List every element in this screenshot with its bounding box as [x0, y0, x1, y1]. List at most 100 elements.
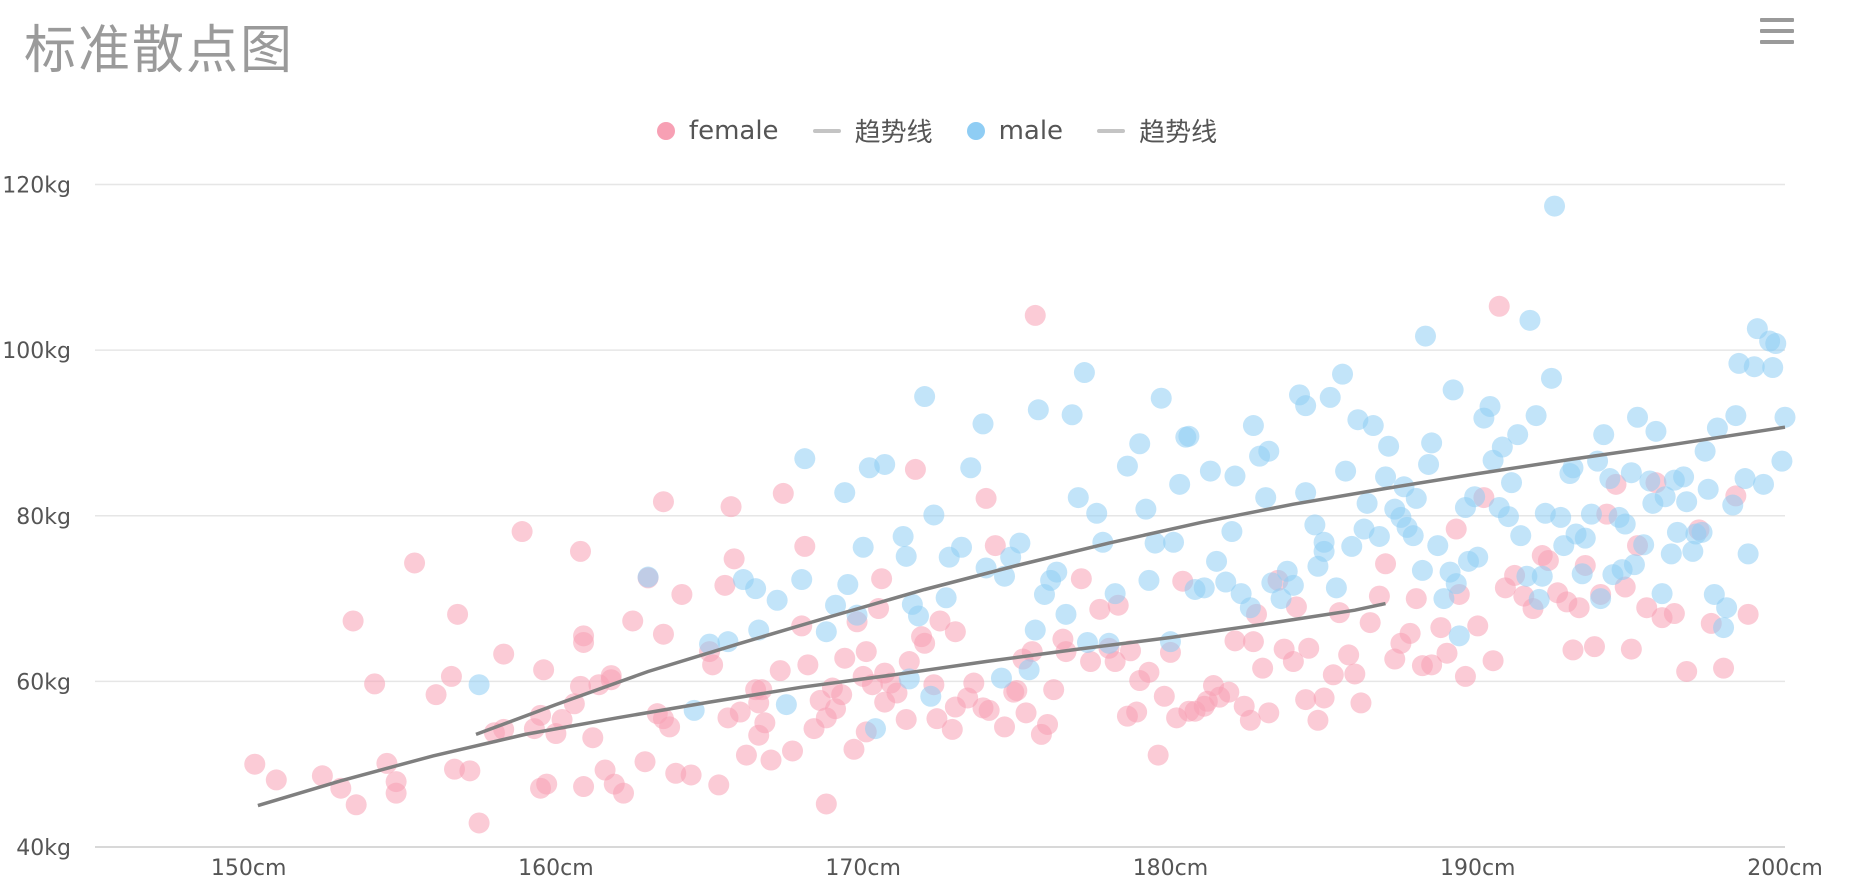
data-point-female — [782, 740, 804, 762]
data-point-male — [1378, 435, 1400, 457]
data-point-female — [735, 744, 757, 766]
data-point-female — [1583, 636, 1605, 658]
data-point-male — [1368, 525, 1390, 547]
data-point-male — [1519, 309, 1541, 331]
data-point-female — [1024, 304, 1046, 326]
data-point-female — [1138, 661, 1160, 683]
data-point-male — [1169, 473, 1191, 495]
data-point-female — [1322, 664, 1344, 686]
legend-item-trend-male[interactable]: 趋势线 — [1097, 112, 1217, 149]
data-point-male — [1375, 466, 1397, 488]
data-point-female — [941, 718, 963, 740]
legend-item-female[interactable]: female — [656, 112, 779, 149]
data-point-male — [1516, 565, 1538, 587]
data-point-female — [652, 623, 674, 645]
data-point-female — [1436, 642, 1458, 664]
data-point-male — [1159, 631, 1181, 653]
data-point-female — [468, 812, 490, 834]
data-point-male — [1009, 532, 1031, 554]
data-point-male — [1221, 521, 1243, 543]
data-point-female — [760, 749, 782, 771]
data-point-male — [1402, 525, 1424, 547]
data-point-female — [345, 794, 367, 816]
data-point-male — [895, 545, 917, 567]
data-point-male — [914, 386, 936, 408]
data-point-male — [1528, 588, 1550, 610]
data-point-female — [1104, 651, 1126, 673]
data-point-male — [1086, 502, 1108, 524]
data-point-male — [1467, 546, 1489, 568]
data-point-male — [923, 504, 945, 526]
legend-item-male[interactable]: male — [966, 112, 1064, 149]
data-point-male — [1027, 399, 1049, 421]
data-point-female — [984, 535, 1006, 557]
data-point-male — [1319, 386, 1341, 408]
data-point-female — [794, 535, 816, 557]
data-point-female — [717, 707, 739, 729]
legend-label: male — [998, 115, 1064, 146]
data-point-female — [1313, 687, 1335, 709]
data-point-female — [797, 654, 819, 676]
data-point-male — [1620, 462, 1642, 484]
data-point-male — [960, 457, 982, 479]
data-point-male — [1697, 478, 1719, 500]
data-point-female — [1006, 679, 1028, 701]
data-point-male — [990, 667, 1012, 689]
data-point-female — [1568, 597, 1590, 619]
data-point-male — [1639, 470, 1661, 492]
x-tick-label: 200cm — [1747, 856, 1823, 880]
data-point-male — [1073, 362, 1095, 384]
data-point-female — [444, 758, 466, 780]
data-point-female — [1737, 603, 1759, 625]
data-point-female — [385, 782, 407, 804]
data-point-female — [994, 716, 1016, 738]
data-point-female — [1454, 665, 1476, 687]
data-point-female — [1224, 630, 1246, 652]
data-point-male — [825, 594, 847, 616]
data-point-male — [1193, 577, 1215, 599]
data-point-male — [1411, 559, 1433, 581]
data-point-female — [1375, 553, 1397, 575]
data-point-male — [1255, 487, 1277, 509]
data-point-female — [511, 521, 533, 543]
data-point-male — [1018, 659, 1040, 681]
data-point-male — [1421, 432, 1443, 454]
legend-trend-marker — [1097, 128, 1126, 133]
hamburger-menu-icon[interactable] — [1760, 18, 1794, 46]
legend-label: female — [688, 115, 779, 146]
data-point-male — [1104, 583, 1126, 605]
data-point-male — [1562, 457, 1584, 479]
data-point-male — [935, 587, 957, 609]
data-point-female — [613, 782, 635, 804]
data-point-male — [1325, 577, 1347, 599]
data-point-male — [1405, 487, 1427, 509]
data-point-male — [1691, 521, 1713, 543]
data-point-male — [972, 413, 994, 435]
data-point-female — [573, 776, 595, 798]
data-point-male — [1673, 466, 1695, 488]
chart-legend: female 趋势线 male 趋势线 — [0, 112, 1874, 149]
data-point-male — [1242, 415, 1264, 437]
data-point-male — [951, 536, 973, 558]
data-point-female — [1350, 692, 1372, 714]
data-point-female — [904, 458, 926, 480]
x-tick-label: 180cm — [1133, 856, 1209, 880]
legend-item-trend-female[interactable]: 趋势线 — [812, 112, 933, 149]
data-point-female — [1620, 638, 1642, 660]
data-point-female — [929, 610, 951, 632]
data-point-male — [1335, 460, 1357, 482]
data-point-male — [874, 453, 896, 475]
data-point-female — [493, 718, 515, 740]
data-point-female — [723, 548, 745, 570]
data-point-male — [1061, 404, 1083, 426]
data-point-male — [1144, 532, 1166, 554]
data-point-male — [1491, 436, 1513, 458]
data-point-male — [1676, 491, 1698, 513]
data-point-female — [1037, 713, 1059, 735]
data-point-female — [1482, 650, 1504, 672]
data-point-female — [1218, 681, 1240, 703]
data-point-female — [1153, 685, 1175, 707]
data-point-female — [1344, 663, 1366, 685]
data-point-female — [886, 682, 908, 704]
data-point-female — [680, 764, 702, 786]
